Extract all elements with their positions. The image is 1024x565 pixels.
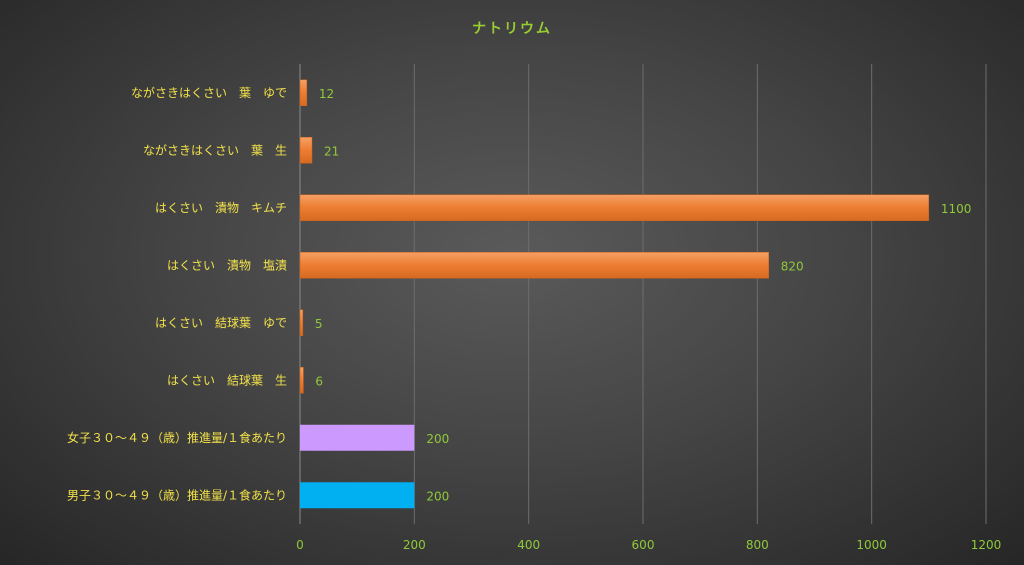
- data-label: 200: [426, 489, 449, 503]
- data-label: 12: [319, 87, 334, 101]
- chart-title: ナトリウム: [472, 21, 552, 37]
- gridlines: [299, 64, 987, 524]
- x-tick-label: 600: [632, 538, 655, 552]
- x-tick-label: 400: [517, 538, 540, 552]
- category-label: はくさい 漬物 塩漬: [167, 257, 287, 272]
- data-labels: 12 21 1100 820 5 6 200 200: [315, 87, 972, 504]
- bar: [300, 482, 415, 509]
- x-tick-label: 1000: [856, 538, 887, 552]
- category-label: ながさきはくさい 葉 生: [143, 142, 287, 157]
- category-label: はくさい 結球葉 ゆで: [155, 316, 287, 330]
- category-label: 男子３０～４９（歳）推進量/１食あたり: [67, 487, 287, 502]
- bar: [299, 137, 313, 164]
- category-label: はくさい 結球葉 生: [167, 373, 287, 387]
- x-tick-label: 1200: [971, 538, 1002, 552]
- bar: [299, 194, 930, 221]
- bar: [299, 367, 304, 394]
- bar: [299, 79, 308, 106]
- category-label: ながさきはくさい 葉 ゆで: [131, 85, 287, 100]
- bar: [299, 252, 770, 279]
- x-tick-label: 0: [296, 538, 304, 552]
- bars: [299, 79, 930, 509]
- data-label: 5: [315, 317, 323, 331]
- data-label: 200: [426, 432, 449, 446]
- x-tick-label: 800: [746, 538, 769, 552]
- data-label: 1100: [941, 202, 972, 216]
- x-tick-label: 200: [403, 538, 426, 552]
- category-label: はくさい 漬物 キムチ: [155, 200, 287, 215]
- data-label: 21: [324, 144, 339, 158]
- x-tick-labels: 0 200 400 600 800 1000 1200: [296, 538, 1001, 552]
- data-label: 6: [315, 374, 323, 388]
- bar: [299, 309, 304, 336]
- data-label: 820: [781, 259, 804, 273]
- bar: [300, 424, 415, 451]
- category-label: 女子３０～４９（歳）推進量/１食あたり: [67, 430, 287, 445]
